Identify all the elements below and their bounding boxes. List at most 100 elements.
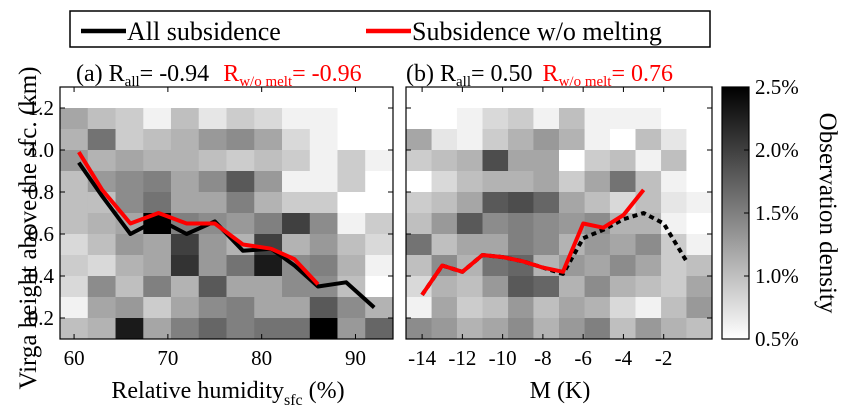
heatmap-cell xyxy=(686,213,713,235)
heatmap-cell xyxy=(609,318,636,340)
heatmap-cell xyxy=(456,213,483,235)
heatmap-cell xyxy=(533,297,560,319)
heatmap-cell xyxy=(309,234,338,256)
panel-a-x-label: Relative humiditysfc (%) xyxy=(111,378,344,409)
heatmap-cell xyxy=(635,129,662,151)
panel-b-r-wo: R xyxy=(543,61,559,87)
heatmap-cell xyxy=(508,150,534,172)
panel-b-tag: (b) xyxy=(406,61,434,87)
series-lines xyxy=(77,151,690,309)
heatmap-cell xyxy=(87,318,116,340)
heatmap-cell xyxy=(198,171,227,193)
heatmap-cell xyxy=(365,297,394,319)
heatmap-cell xyxy=(559,129,585,151)
heatmap-cell xyxy=(254,171,283,193)
heatmap-cell xyxy=(406,234,432,256)
heatmap-cell xyxy=(309,129,338,151)
heatmap-cell xyxy=(198,108,227,130)
panel-a-r-wo-group: Rw/o melt= -0.96 xyxy=(223,61,361,90)
heatmap-cell xyxy=(254,297,283,319)
heatmap-cell xyxy=(584,276,611,298)
heatmap-cell xyxy=(170,150,200,172)
heatmap-cell xyxy=(254,87,283,109)
heatmap-cell xyxy=(309,87,338,109)
heatmap-cell xyxy=(115,297,144,319)
heatmap-cell xyxy=(115,255,144,277)
heatmap-cell xyxy=(282,318,311,340)
heatmap-cell xyxy=(686,108,713,130)
heatmap-cell xyxy=(282,276,311,298)
heatmap-cell xyxy=(431,150,458,172)
heatmap-cell xyxy=(584,171,611,193)
heatmap-cell xyxy=(309,255,338,277)
heatmap-cell xyxy=(508,87,534,109)
heatmap-cell xyxy=(87,213,116,235)
heatmap-cell xyxy=(309,171,338,193)
heatmap-cell xyxy=(60,129,89,151)
heatmap-cell xyxy=(87,276,116,298)
heatmap-cell xyxy=(609,255,636,277)
colorbar-label: Observation density xyxy=(814,113,841,314)
heatmap-cell xyxy=(508,192,534,214)
heatmap-cell xyxy=(309,318,338,340)
panel-b-r-all-eq: = 0.50 xyxy=(471,61,533,87)
heatmap-cell xyxy=(254,192,283,214)
heatmap-cell xyxy=(584,234,611,256)
heatmap-cell xyxy=(365,171,394,193)
heatmap-cell xyxy=(609,87,636,109)
colorbar-tick-label: 2.0% xyxy=(755,138,799,162)
heatmap-cell xyxy=(226,213,255,235)
heatmap-cell xyxy=(431,192,458,214)
heatmap-cell xyxy=(635,297,662,319)
heatmap-cell xyxy=(686,87,713,109)
heatmap-cell xyxy=(143,297,172,319)
heatmap-cell xyxy=(337,171,366,193)
heatmap-cell xyxy=(226,318,255,340)
panel-a-heatmap xyxy=(60,87,394,340)
heatmap-cell xyxy=(60,108,89,130)
heatmap-cell xyxy=(143,276,172,298)
panel-a-r-wo-eq: = -0.96 xyxy=(292,61,362,87)
heatmap-cell xyxy=(115,276,144,298)
panel-b-r-all: R xyxy=(440,61,456,87)
panel-a-x-label-tail: (%) xyxy=(303,378,345,404)
heatmap-cell xyxy=(115,108,144,130)
panel-b-r-wo-group: Rw/o melt= 0.76 xyxy=(543,61,673,90)
y-axis-label: Virga height above the sfc. (km) xyxy=(15,67,42,390)
heatmap-cell xyxy=(508,297,534,319)
heatmap-cell xyxy=(508,129,534,151)
heatmap-cell xyxy=(482,150,509,172)
heatmap-cell xyxy=(661,276,687,298)
heatmap-cell xyxy=(431,87,458,109)
colorbar-tick-label: 1.5% xyxy=(755,201,799,225)
heatmap-cell xyxy=(198,276,227,298)
heatmap-cell xyxy=(533,171,560,193)
heatmap-cell xyxy=(198,255,227,277)
heatmap-cell xyxy=(337,255,366,277)
heatmap-cell xyxy=(533,129,560,151)
heatmap-cell xyxy=(337,129,366,151)
heatmap-cell xyxy=(60,213,89,235)
heatmap-cell xyxy=(365,318,394,340)
heatmap-cell xyxy=(661,234,687,256)
y-tick-label: 0.8 xyxy=(28,180,54,204)
heatmap-cell xyxy=(508,108,534,130)
heatmap-cell xyxy=(456,150,483,172)
heatmap-cell xyxy=(482,87,509,109)
panel-b-series-wo xyxy=(420,188,646,297)
panel-b-r-wo-eq: = 0.76 xyxy=(611,61,673,87)
heatmap-cell xyxy=(661,192,687,214)
heatmap-cell xyxy=(143,87,172,109)
heatmap-cell xyxy=(584,297,611,319)
heatmap-cell xyxy=(254,213,283,235)
heatmap-cell xyxy=(198,192,227,214)
heatmap-cell xyxy=(686,192,713,214)
heatmap-cell xyxy=(584,150,611,172)
heatmap-cell xyxy=(635,171,662,193)
heatmap-cell xyxy=(198,234,227,256)
heatmap-cell xyxy=(635,108,662,130)
heatmap-cell xyxy=(170,108,200,130)
heatmap-cell xyxy=(170,129,200,151)
heatmap-cell xyxy=(456,192,483,214)
heatmap-cell xyxy=(406,192,432,214)
